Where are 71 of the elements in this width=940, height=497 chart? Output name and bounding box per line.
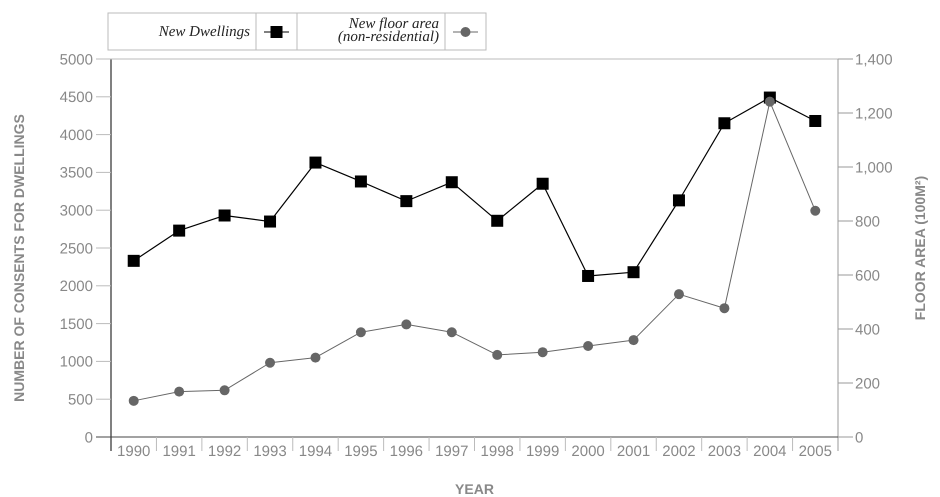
y-tick-label: 3000 [60, 202, 93, 220]
y2-tick-label: 600 [855, 267, 880, 284]
point [309, 156, 322, 169]
point [446, 327, 457, 338]
y-tick-label: 0 [84, 429, 93, 446]
y-tick-label: 2500 [60, 240, 93, 258]
x-tick-label: 1999 [526, 443, 560, 460]
point [310, 352, 320, 363]
x-tick-label: 1996 [390, 443, 424, 460]
y2-tick-label: 200 [855, 375, 880, 392]
point [446, 176, 458, 188]
point [265, 358, 276, 368]
point [536, 178, 549, 190]
y2-tick-label: 400 [855, 321, 880, 338]
point [173, 224, 186, 237]
point [583, 341, 594, 352]
point [128, 396, 139, 406]
y-tick-label: 1500 [60, 316, 93, 333]
point [491, 214, 504, 227]
point [628, 335, 639, 346]
x-tick-label: 2000 [571, 443, 605, 460]
point [810, 206, 820, 216]
point [128, 254, 140, 267]
x-tick-label: 2003 [708, 443, 742, 460]
point [718, 117, 730, 130]
y2-tick-label: 1,000 [855, 159, 893, 176]
point [400, 195, 412, 208]
y-tick-label: 2000 [60, 278, 93, 296]
x-tick-label: 2004 [753, 443, 787, 460]
y2-tick-label: 800 [855, 213, 880, 230]
point [628, 266, 640, 278]
point [174, 386, 184, 397]
y-tick-label: 4500 [60, 89, 93, 106]
y2-tick-label: 0 [855, 429, 864, 446]
x-tick-label: 1993 [253, 443, 287, 460]
x-tick-label: 2005 [798, 443, 832, 460]
point [220, 385, 230, 396]
y-tick-label: 3500 [60, 164, 93, 182]
point [356, 327, 366, 338]
x-tick-label: 1991 [162, 443, 196, 460]
x-axis-title: YEAR [455, 481, 494, 497]
x-tick-label: 1998 [480, 443, 514, 460]
x-tick-label: 1990 [117, 443, 150, 460]
point [674, 289, 684, 300]
y2-axis-title: FLOOR AREA (100M²) [912, 176, 928, 320]
y-tick-label: 4000 [60, 126, 93, 144]
x-tick-label: 1995 [344, 443, 378, 460]
point [492, 350, 502, 360]
point [719, 303, 730, 314]
point [538, 347, 548, 358]
x-tick-label: 2002 [662, 443, 696, 460]
point [354, 175, 367, 188]
point [809, 114, 822, 127]
y-tick-label: 500 [68, 391, 93, 408]
x-tick-label: 2001 [616, 443, 650, 460]
point [218, 209, 231, 222]
y-axis-title: NUMBER OF CONSENTS FOR DWELLINGS [11, 114, 27, 402]
point [764, 96, 775, 107]
y-tick-label: 5000 [60, 51, 93, 68]
point [401, 319, 412, 330]
x-tick-label: 1997 [435, 443, 468, 460]
point [582, 270, 594, 282]
point [264, 216, 276, 228]
legend-label: New floor area (non-residential) [338, 16, 439, 45]
legend-label: New Dwellings [158, 24, 250, 40]
point [672, 194, 685, 206]
y2-tick-label: 1,200 [855, 105, 893, 122]
y-tick-label: 1000 [60, 354, 93, 371]
x-tick-label: 1992 [208, 443, 242, 460]
x-tick-label: 1994 [298, 443, 332, 460]
y2-tick-label: 1,400 [855, 51, 893, 68]
